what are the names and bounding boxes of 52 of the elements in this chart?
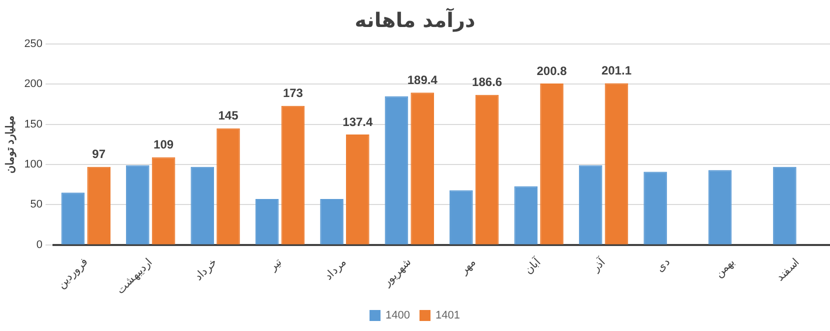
- bar: [61, 192, 85, 244]
- x-tick-label: شهریور: [380, 256, 414, 290]
- bar: [773, 166, 796, 244]
- bar: [320, 199, 344, 244]
- data-label: 145: [218, 108, 239, 123]
- x-tick-label: آبان: [522, 254, 544, 277]
- bar: [578, 165, 602, 244]
- data-label: 109: [154, 138, 174, 152]
- bar: [450, 190, 473, 244]
- y-tick-label: 100: [24, 158, 43, 171]
- data-label: 200.8: [536, 64, 568, 78]
- y-tick-label: 200: [24, 78, 43, 90]
- data-label: 189.4: [407, 73, 438, 87]
- y-tick-label: 50: [30, 198, 43, 211]
- data-label: 97: [92, 147, 106, 162]
- bar: [384, 96, 408, 244]
- data-label: 186.6: [472, 75, 502, 90]
- bar: [281, 106, 305, 244]
- bar: [514, 186, 538, 244]
- bar: [216, 128, 240, 244]
- bar: [87, 166, 110, 244]
- data-label: 201.1: [601, 64, 632, 78]
- data-label: 173: [282, 86, 304, 100]
- x-tick-label: تیر: [266, 256, 284, 274]
- x-tick-label: بهمن: [713, 256, 738, 280]
- bar: [346, 134, 370, 244]
- bar: [410, 92, 434, 244]
- bar: [255, 199, 279, 244]
- y-tick-label: 150: [24, 118, 43, 130]
- x-tick-label: مهر: [457, 256, 478, 278]
- y-axis-title: میلیارد تومان: [4, 115, 17, 174]
- x-tick-label: آذر: [588, 254, 609, 275]
- x-tick-label: اسفند: [774, 256, 802, 284]
- x-tick-label: خرداد: [192, 256, 220, 284]
- chart-title: درآمد ماهانه: [354, 7, 476, 32]
- bar: [708, 170, 732, 244]
- y-tick-label: 250: [24, 38, 43, 50]
- data-label: 137.4: [342, 114, 373, 129]
- x-tick-label: فروردین: [56, 256, 90, 291]
- bar: [126, 165, 150, 244]
- x-tick-label: مرداد: [322, 256, 349, 282]
- bar: [644, 172, 667, 244]
- legend-label: 1401: [436, 310, 460, 322]
- y-tick-label: 0: [36, 238, 43, 251]
- bar: [540, 84, 564, 244]
- x-tick-label: دی: [654, 256, 673, 275]
- bar: [190, 166, 214, 244]
- bar: [475, 94, 499, 244]
- bar: [152, 157, 176, 244]
- legend-label: 1400: [386, 310, 410, 322]
- bar: [604, 83, 628, 244]
- x-tick-label: اردیبهشت: [114, 256, 155, 297]
